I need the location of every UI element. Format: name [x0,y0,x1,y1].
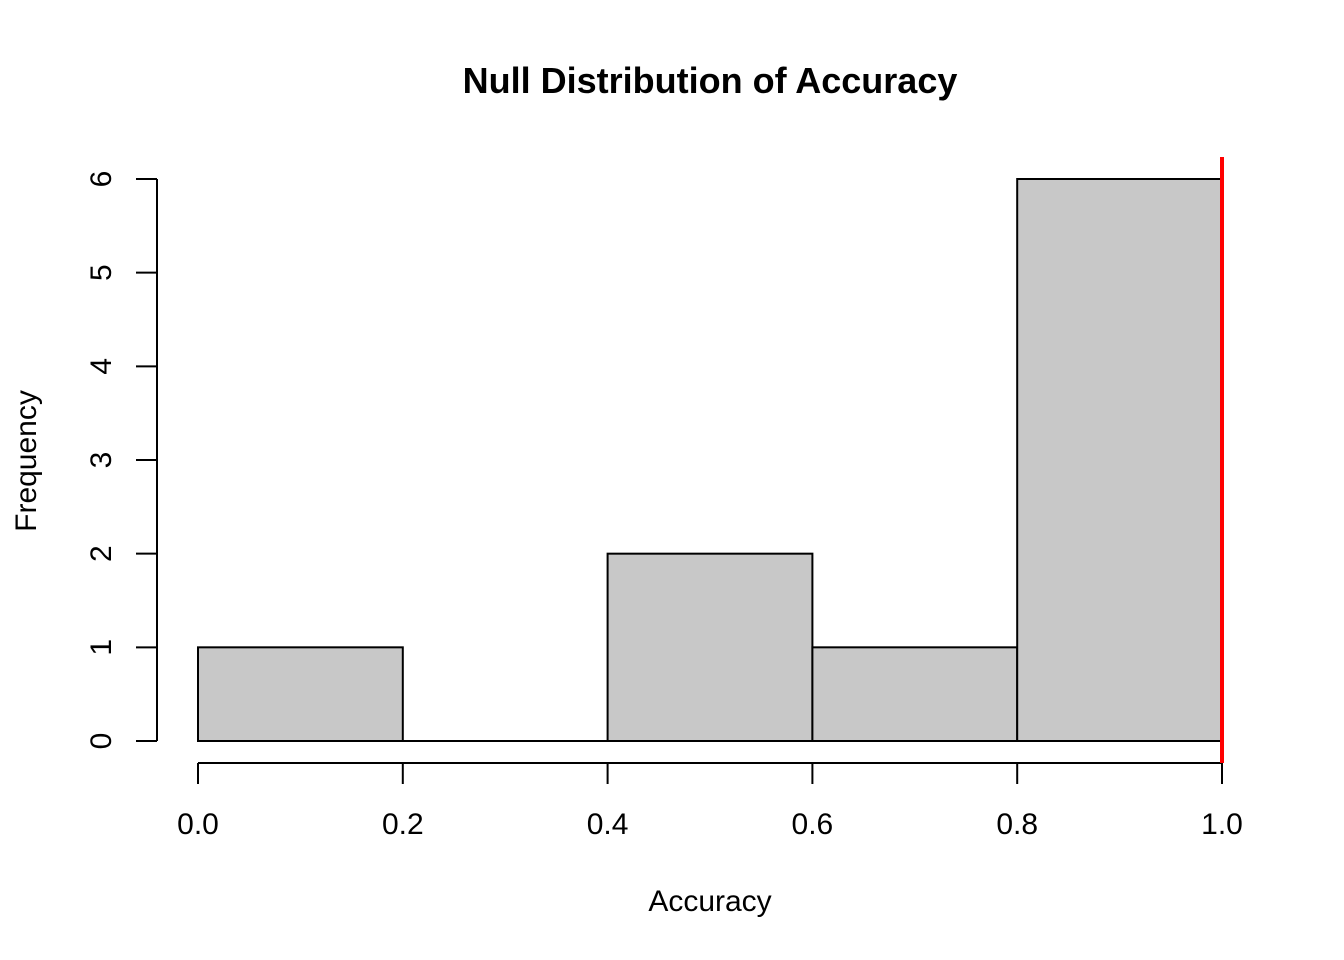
x-tick-label: 1.0 [1201,808,1243,841]
y-tick-label: 0 [85,733,118,750]
chart-title: Null Distribution of Accuracy [463,60,958,101]
x-axis: 0.0 0.2 0.4 0.6 0.8 1.0 [177,762,1243,841]
y-axis: 0 1 2 3 4 5 6 [85,171,158,750]
x-tick-label: 0.8 [996,808,1038,841]
y-tick-label: 4 [85,358,118,375]
x-tick-label: 0.4 [587,808,629,841]
y-tick-label: 5 [85,264,118,281]
x-tick-label: 0.6 [792,808,834,841]
histogram-bar [197,646,404,742]
y-tick-label: 6 [85,171,118,188]
histogram-bar [811,646,1019,742]
y-tick-label: 3 [85,452,118,469]
x-tick-label: 0.0 [177,808,219,841]
x-axis-label: Accuracy [648,885,771,918]
histogram-bar [1016,178,1224,742]
x-tick-label: 0.2 [382,808,424,841]
bars-group [197,178,1224,743]
histogram-bar [606,552,814,743]
y-tick-label: 1 [85,639,118,656]
y-tick-label: 2 [85,545,118,562]
y-axis-label: Frequency [10,390,43,532]
